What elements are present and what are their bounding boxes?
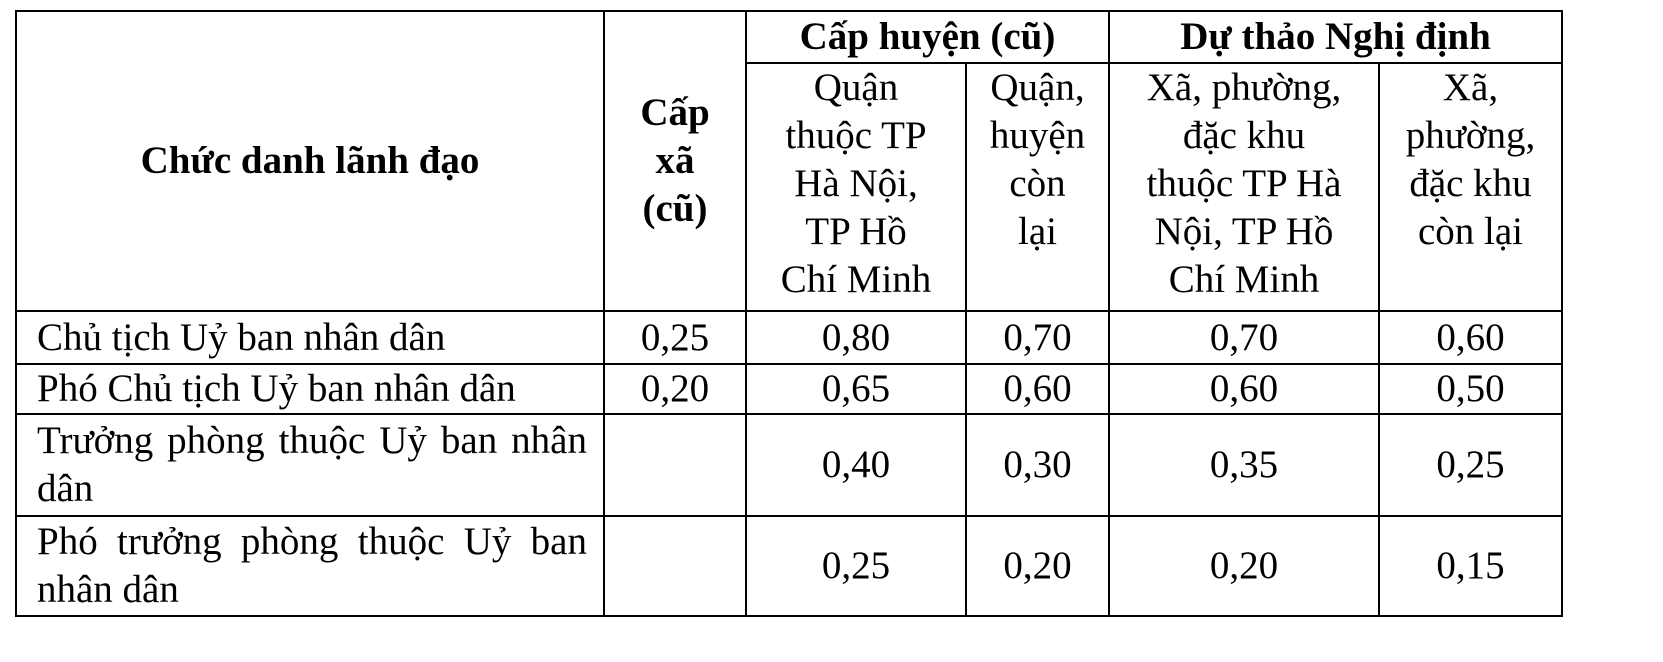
table-row: Phó trưởng phòng thuộc Uỷ ban nhân dân 0,… <box>15 515 1563 617</box>
table-row: Chủ tịch Uỷ ban nhân dân 0,25 0,80 0,70 0,70… <box>15 310 1563 365</box>
header-line: TP Hồ <box>805 210 907 253</box>
value-cell: 0,65 <box>745 363 967 415</box>
value-cell: 0,20 <box>965 515 1110 617</box>
header-line: đặc khu <box>1409 162 1532 205</box>
header-line: đặc khu <box>1182 114 1306 157</box>
value-cell: 0,60 <box>965 363 1110 415</box>
value-cell <box>603 413 747 517</box>
header-line: xã <box>655 139 695 182</box>
header-line: huyện <box>989 114 1086 157</box>
row-label: Trưởng phòng thuộc Uỷ ban nhân dân <box>15 413 605 517</box>
header-cell: Xã, phường, đặc khu thuộc TP Hà Nội, TP Hồ C… <box>1108 62 1380 312</box>
group-title: Cấp huyện (cũ) <box>745 10 1110 64</box>
row-label: Chủ tịch Uỷ ban nhân dân <box>15 310 605 365</box>
header-cell: Cấp xã (cũ) <box>603 10 747 312</box>
value-cell: 0,15 <box>1378 515 1563 617</box>
header-line: Quận <box>813 66 899 109</box>
value-cell: 0,25 <box>745 515 967 617</box>
table-row: Trưởng phòng thuộc Uỷ ban nhân dân 0,40 0,… <box>15 413 1563 517</box>
header-line: (cũ) <box>642 187 708 230</box>
header-line: thuộc TP Hà <box>1146 162 1342 205</box>
table-header: Chức danh lãnh đạo Cấp xã (cũ) Cấp huyện (… <box>15 10 1563 312</box>
value-cell: 0,30 <box>965 413 1110 517</box>
group-title: Dự thảo Nghị định <box>1108 10 1563 64</box>
header-line: Xã, phường, <box>1146 66 1342 109</box>
value-cell: 0,25 <box>1378 413 1563 517</box>
allowance-table: Chức danh lãnh đạo Cấp xã (cũ) Cấp huyện (… <box>15 10 1563 617</box>
value-cell: 0,20 <box>603 363 747 415</box>
table-row: Phó Chủ tịch Uỷ ban nhân dân 0,20 0,65 0,60… <box>15 363 1563 415</box>
value-cell: 0,80 <box>745 310 967 365</box>
value-cell: 0,60 <box>1378 310 1563 365</box>
value-cell: 0,35 <box>1108 413 1380 517</box>
header-line: Cấp <box>640 91 710 134</box>
header-line: thuộc TP <box>785 114 927 157</box>
header-cell: Chức danh lãnh đạo <box>15 10 605 312</box>
header-cell: Quận thuộc TP Hà Nội, TP Hồ Chí Minh <box>745 62 967 312</box>
header-line: phường, <box>1405 114 1536 157</box>
value-cell: 0,60 <box>1108 363 1380 415</box>
header-line: Nội, TP Hồ <box>1154 210 1334 253</box>
header-line: Quận, <box>990 66 1085 109</box>
header-line: Chí Minh <box>780 258 932 301</box>
table-body: Chủ tịch Uỷ ban nhân dân 0,25 0,80 0,70 0,70… <box>15 310 1563 617</box>
header-line: còn <box>1009 162 1066 205</box>
value-cell: 0,70 <box>1108 310 1380 365</box>
header-cell: Quận, huyện còn lại <box>965 62 1110 312</box>
value-cell: 0,25 <box>603 310 747 365</box>
value-cell: 0,70 <box>965 310 1110 365</box>
row-label: Phó Chủ tịch Uỷ ban nhân dân <box>15 363 605 415</box>
header-line: Chí Minh <box>1168 258 1320 301</box>
header-line: Hà Nội, <box>794 162 918 205</box>
header-line: Xã, <box>1442 66 1499 109</box>
row-label: Phó trưởng phòng thuộc Uỷ ban nhân dân <box>15 515 605 617</box>
header-line: còn lại <box>1417 210 1524 253</box>
value-cell: 0,40 <box>745 413 967 517</box>
value-cell: 0,50 <box>1378 363 1563 415</box>
value-cell <box>603 515 747 617</box>
value-cell: 0,20 <box>1108 515 1380 617</box>
header-line: lại <box>1018 210 1057 253</box>
header-cell: Xã, phường, đặc khu còn lại <box>1378 62 1563 312</box>
